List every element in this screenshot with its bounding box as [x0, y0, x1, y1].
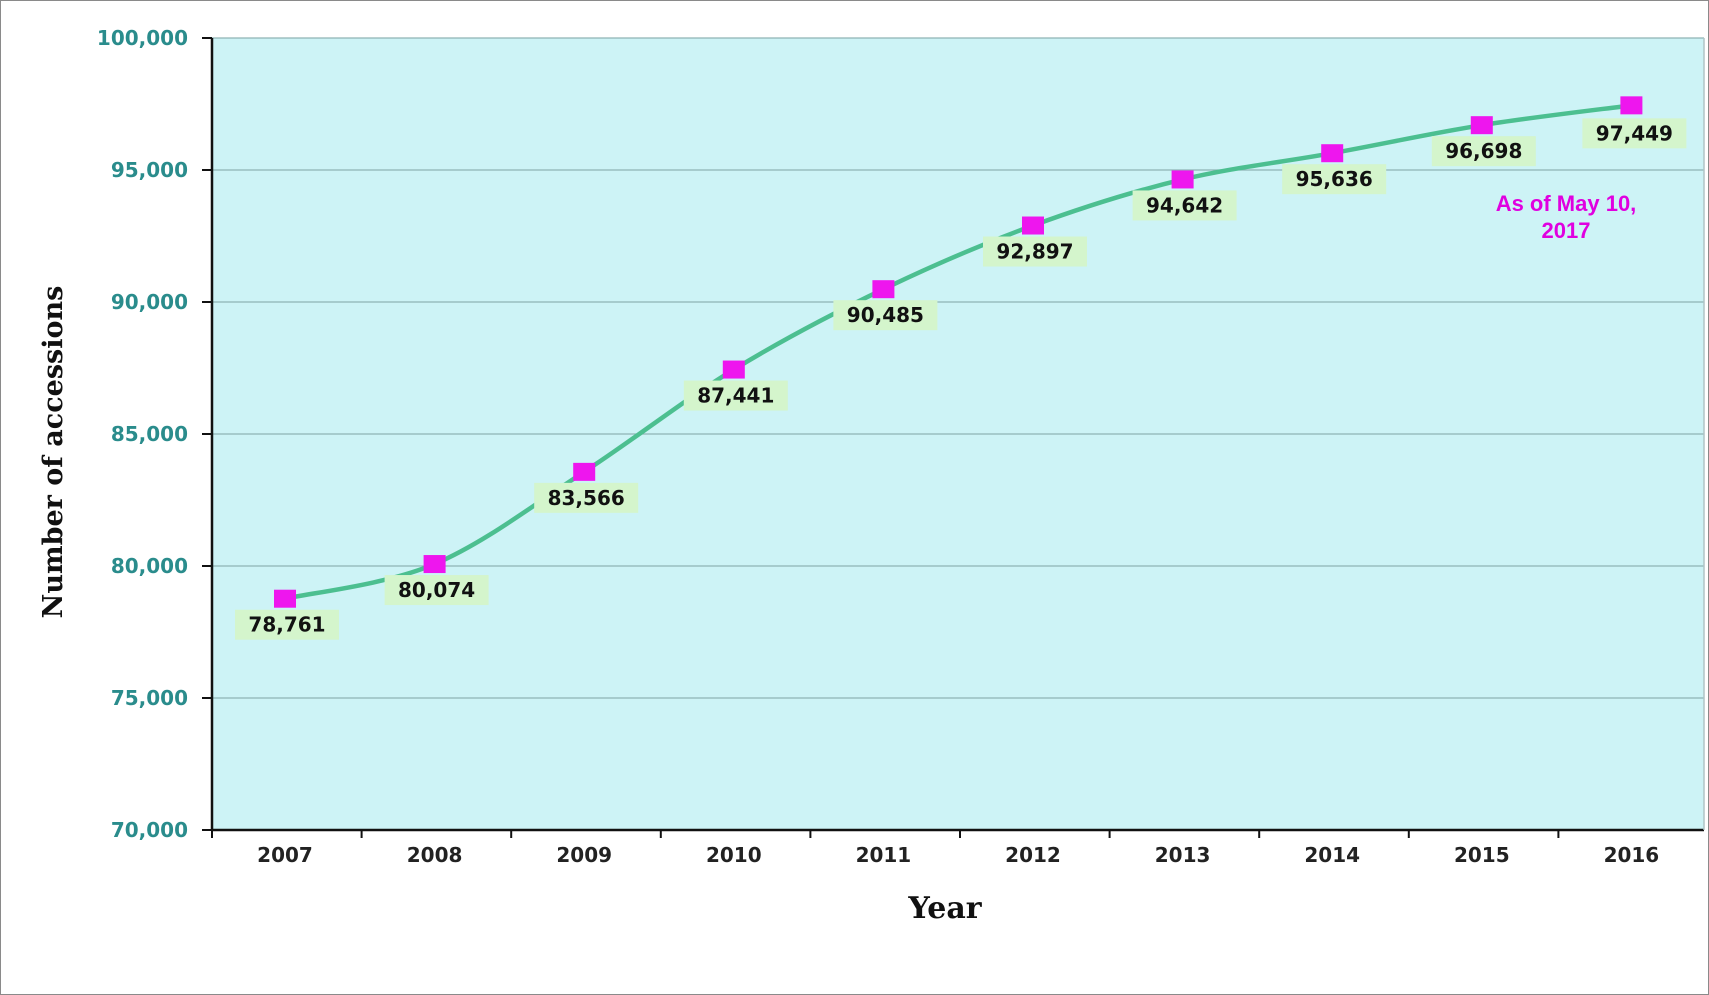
data-marker: [423, 555, 446, 574]
data-marker: [573, 462, 596, 481]
data-label-box: [1132, 190, 1237, 221]
data-marker: [722, 360, 745, 379]
x-tick-label: 2007: [257, 843, 313, 867]
data-marker: [872, 280, 895, 299]
data-label: 92,897: [996, 240, 1073, 264]
gridlines: [212, 37, 1704, 699]
y-tick-labels: 70,000 75,000 80,000 85,000 90,000 95,000 100,…: [97, 26, 188, 842]
y-tick-label: 80,000: [111, 554, 188, 578]
x-tick-label: 2015: [1454, 843, 1510, 867]
data-marker: [1022, 216, 1044, 235]
data-label: 90,485: [847, 303, 924, 327]
data-marker: [1171, 170, 1194, 189]
data-label-box: [683, 380, 788, 411]
data-marker: [1620, 96, 1643, 115]
x-tick-label: 2009: [556, 843, 612, 867]
series-line: [284, 103, 1632, 601]
y-tick-label: 95,000: [111, 158, 188, 182]
data-label-box: [983, 236, 1087, 267]
data-label-box: [833, 300, 938, 331]
x-tick-label: 2014: [1304, 843, 1360, 867]
data-label: 97,449: [1596, 121, 1673, 145]
x-tick-labels: 2007 2008 2009 2010 2011 2012 2013 2014 2015 2016: [257, 843, 1659, 867]
date-annotation: As of May 10, 2017: [1496, 191, 1637, 243]
data-label-box: [384, 575, 489, 606]
data-marker: [274, 589, 296, 608]
data-label: 96,698: [1445, 139, 1522, 163]
x-tick-label: 2011: [856, 843, 912, 867]
data-labels: 78,761 80,074 83,566 87,441 90,485 92,897 94,6…: [235, 118, 1687, 640]
data-label-box: [1431, 136, 1536, 167]
y-tick-label: 70,000: [111, 818, 188, 842]
annotation-line: 2017: [1542, 218, 1591, 243]
data-label: 80,074: [398, 578, 475, 602]
x-tick-label: 2008: [407, 843, 463, 867]
x-tick-label: 2016: [1604, 843, 1660, 867]
annotation-line: As of May 10,: [1496, 191, 1637, 216]
axes: [202, 37, 1705, 838]
data-label-box: [534, 482, 639, 513]
data-label: 78,761: [248, 613, 325, 637]
x-tick-label: 2010: [706, 843, 762, 867]
data-label: 87,441: [697, 384, 774, 408]
y-tick-label: 100,000: [97, 26, 188, 50]
x-tick-label: 2012: [1005, 843, 1061, 867]
data-label: 83,566: [548, 486, 625, 510]
data-label: 94,642: [1146, 193, 1223, 217]
y-tick-label: 75,000: [111, 686, 188, 710]
y-tick-label: 90,000: [111, 290, 188, 314]
y-axis-title: Number of accessions: [38, 286, 69, 619]
data-label-box: [1582, 118, 1687, 149]
data-label-box: [1282, 164, 1387, 195]
data-label: 95,636: [1296, 167, 1373, 191]
y-tick-label: 85,000: [111, 422, 188, 446]
data-label-box: [235, 609, 339, 640]
x-tick-label: 2013: [1155, 843, 1211, 867]
data-marker: [1470, 116, 1493, 135]
x-axis-title: Year: [907, 891, 982, 926]
data-markers: [274, 96, 1643, 608]
data-marker: [1321, 144, 1344, 163]
